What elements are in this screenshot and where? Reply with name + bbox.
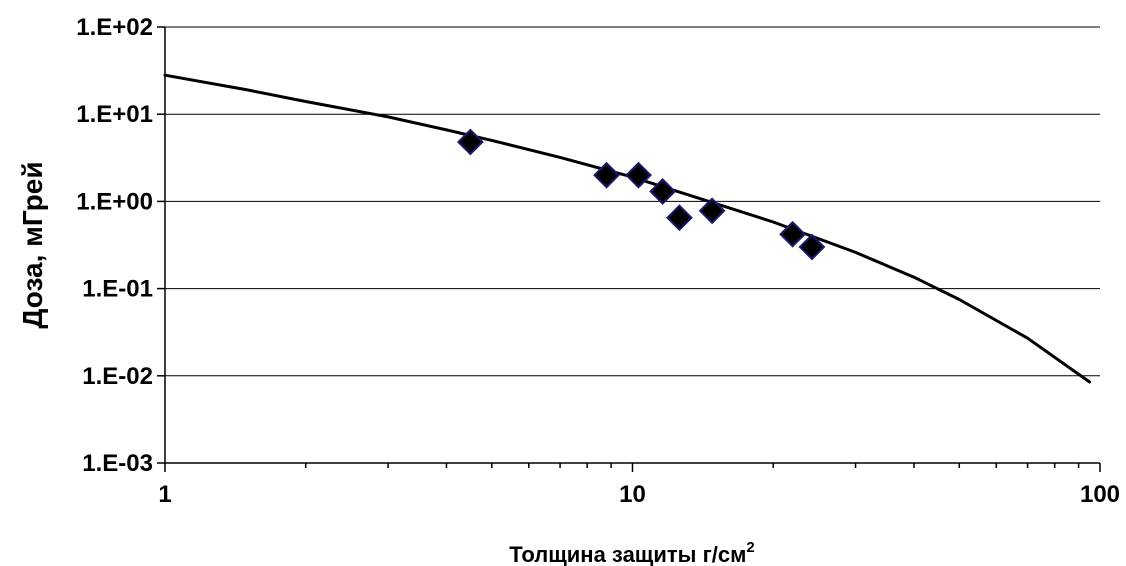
x-axis-title-superscript: 2	[746, 539, 754, 556]
data-point	[593, 161, 620, 189]
grid-lines	[165, 26, 1100, 377]
y-tick-label: 1.E-01	[82, 276, 153, 303]
x-axis-title-text: Толщина защиты г/см	[509, 542, 746, 566]
data-point	[779, 220, 806, 248]
tick-labels: 1.E-03 1.E-02 1.E-01 1.E+00 1.E+01 1.E+02 1 10 1…	[76, 14, 1120, 508]
x-axis-title: Толщина защиты г/см2	[509, 539, 754, 566]
x-tick-label: 1	[158, 481, 171, 508]
axes	[164, 27, 1100, 464]
y-tick-label: 1.E+02	[76, 14, 153, 41]
data-point	[798, 233, 826, 261]
y-tick-label: 1.E-03	[82, 450, 153, 477]
y-axis-title: Доза, мГрей	[17, 161, 48, 328]
data-point	[666, 204, 693, 232]
x-tick-label: 100	[1080, 481, 1120, 508]
y-tick-label: 1.E+01	[76, 101, 153, 128]
fit-curve	[163, 73, 1092, 384]
data-point	[625, 161, 652, 189]
y-tick-label: 1.E-02	[82, 363, 153, 390]
data-point	[456, 128, 484, 156]
data-points	[456, 128, 826, 261]
x-tick-label: 10	[619, 481, 646, 508]
data-point	[698, 197, 726, 225]
y-tick-label: 1.E+00	[76, 188, 153, 215]
tick-marks	[157, 26, 1101, 472]
fit-curve-path	[163, 73, 1092, 384]
data-point	[649, 178, 677, 205]
